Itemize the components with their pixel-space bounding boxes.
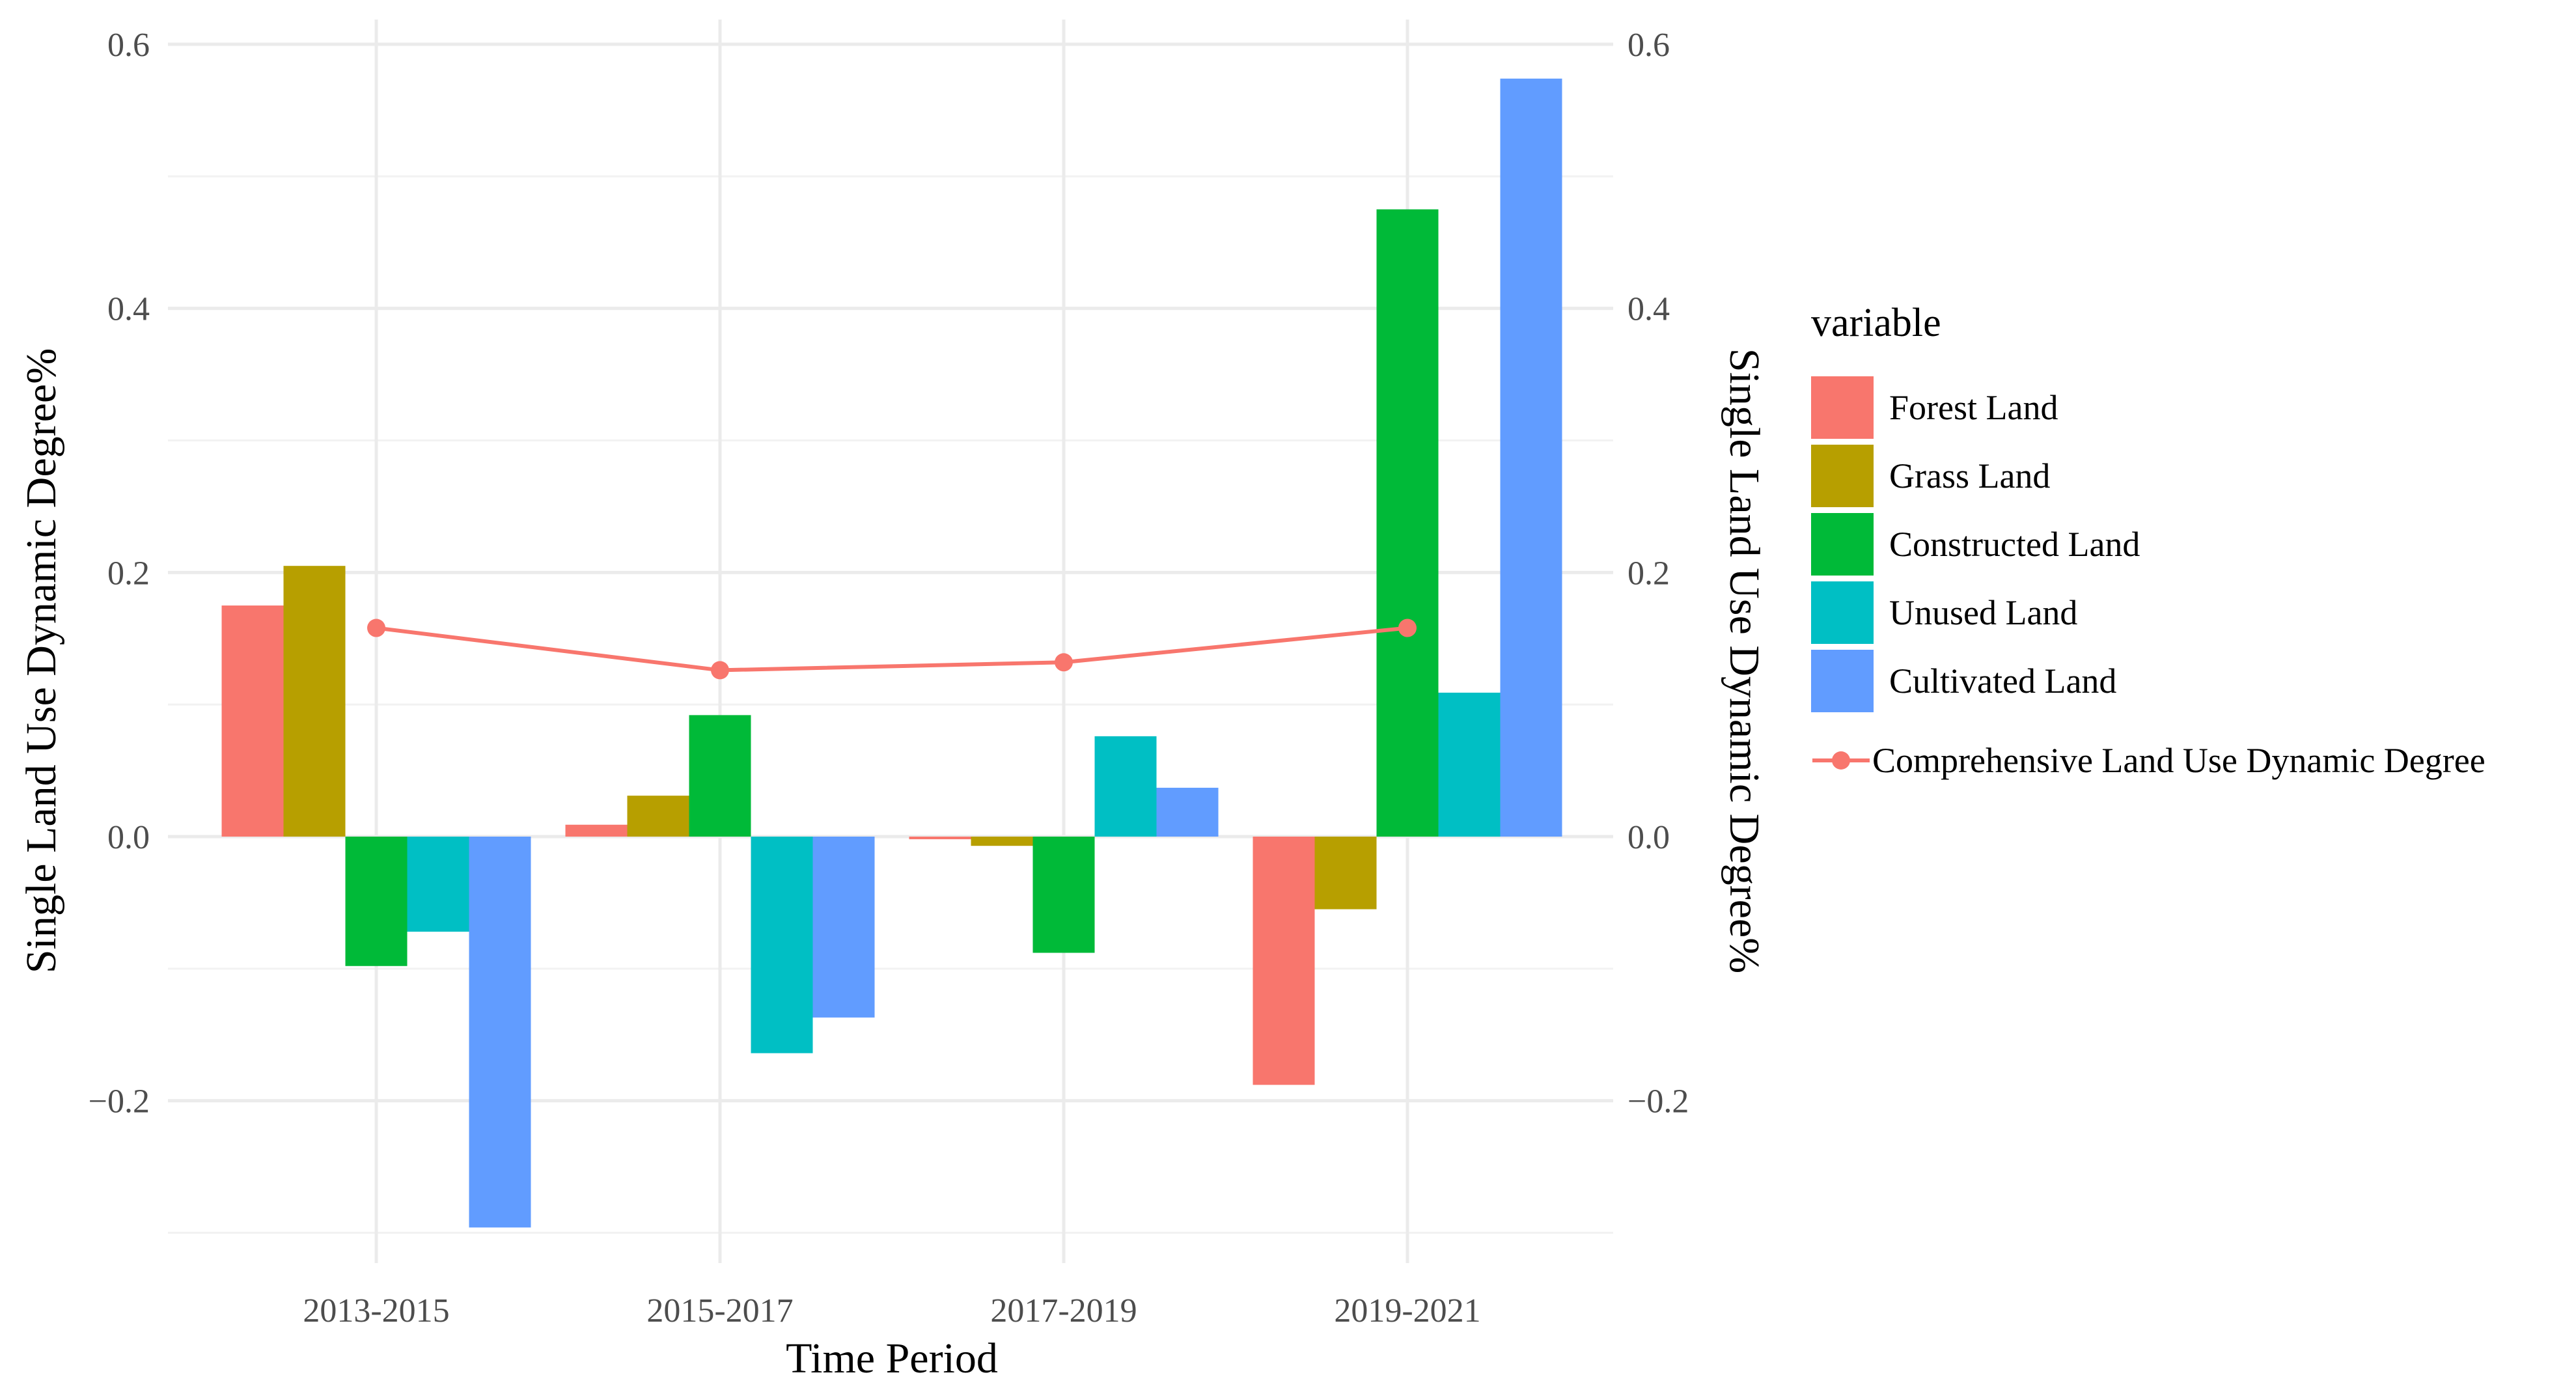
bar-constructed-land-2015-2017	[689, 715, 751, 837]
legend-label: Grass Land	[1889, 456, 2050, 495]
x-axis-title: Time Period	[786, 1335, 998, 1382]
legend-label: Comprehensive Land Use Dynamic Degree	[1872, 741, 2486, 780]
bar-grass-land-2013-2015	[283, 566, 346, 837]
legend-key-cultivated-land	[1811, 650, 1874, 712]
x-tick-label: 2017-2019	[990, 1292, 1137, 1329]
y-tick-label-left: 0.4	[107, 291, 150, 328]
bar-constructed-land-2019-2021	[1376, 209, 1439, 837]
bar-cultivated-land-2017-2019	[1156, 787, 1219, 837]
bar-forest-land-2019-2021	[1253, 837, 1315, 1085]
legend-key-unused-land	[1811, 581, 1874, 644]
bar-forest-land-2013-2015	[221, 605, 284, 837]
y-tick-label-right: −0.2	[1627, 1083, 1689, 1120]
legend-key-constructed-land	[1811, 513, 1874, 576]
y-axis-title-right: Single Land Use Dynamic Degree%	[1721, 348, 1768, 973]
bars	[221, 78, 1562, 1228]
y-axis-title: Single Land Use Dynamic Degree%	[18, 348, 65, 973]
bar-unused-land-2017-2019	[1094, 736, 1157, 837]
legend-label: Constructed Land	[1889, 525, 2140, 564]
legend-label: Cultivated Land	[1889, 661, 2116, 701]
y-tick-label-right: 0.2	[1627, 555, 1670, 592]
legend-key-comprehensive-point	[1832, 751, 1850, 770]
bar-unused-land-2015-2017	[751, 837, 813, 1053]
y-tick-label-left: 0.2	[107, 555, 150, 592]
y-tick-label-right: 0.6	[1627, 27, 1670, 64]
legend-key-forest-land	[1811, 376, 1874, 439]
legend-label: Unused Land	[1889, 593, 2077, 632]
y-tick-label-left: −0.2	[89, 1083, 150, 1120]
bar-forest-land-2015-2017	[565, 824, 628, 837]
bar-cultivated-land-2019-2021	[1500, 78, 1562, 837]
legend-key-grass-land	[1811, 445, 1874, 507]
bar-cultivated-land-2015-2017	[812, 837, 875, 1018]
legend-label: Forest Land	[1889, 388, 2058, 427]
x-tick-label: 2019-2021	[1334, 1292, 1480, 1329]
comprehensive-point-2017-2019	[1055, 653, 1073, 672]
x-tick-label: 2013-2015	[303, 1292, 449, 1329]
bar-grass-land-2017-2019	[971, 837, 1033, 846]
comprehensive-line	[367, 619, 1417, 680]
bar-constructed-land-2017-2019	[1032, 837, 1095, 953]
bar-forest-land-2017-2019	[909, 837, 971, 840]
y-tick-label-right: 0.0	[1627, 819, 1670, 856]
bar-constructed-land-2013-2015	[345, 837, 408, 966]
x-tick-label: 2015-2017	[646, 1292, 793, 1329]
bar-unused-land-2013-2015	[407, 837, 469, 932]
bar-cultivated-land-2013-2015	[469, 837, 531, 1228]
comprehensive-point-2019-2021	[1398, 619, 1417, 637]
comprehensive-line-path	[376, 626, 1408, 673]
tick-labels: −0.2 −0.2 0.0 0.0 0.2 0.2 0.4 0.4 0.6 0.6 2013-201…	[89, 27, 1689, 1329]
comprehensive-point-2015-2017	[711, 661, 729, 680]
bar-unused-land-2019-2021	[1438, 692, 1501, 837]
bar-grass-land-2019-2021	[1314, 837, 1377, 910]
bar-grass-land-2015-2017	[627, 796, 689, 837]
y-tick-label-left: 0.6	[107, 27, 150, 64]
y-tick-label-left: 0.0	[107, 819, 150, 856]
y-tick-label-right: 0.4	[1627, 291, 1670, 328]
comprehensive-point-2013-2015	[367, 619, 385, 637]
legend-title: variable	[1811, 301, 1941, 345]
legend: variable Forest Land Grass Land Constructe…	[1811, 301, 2486, 780]
